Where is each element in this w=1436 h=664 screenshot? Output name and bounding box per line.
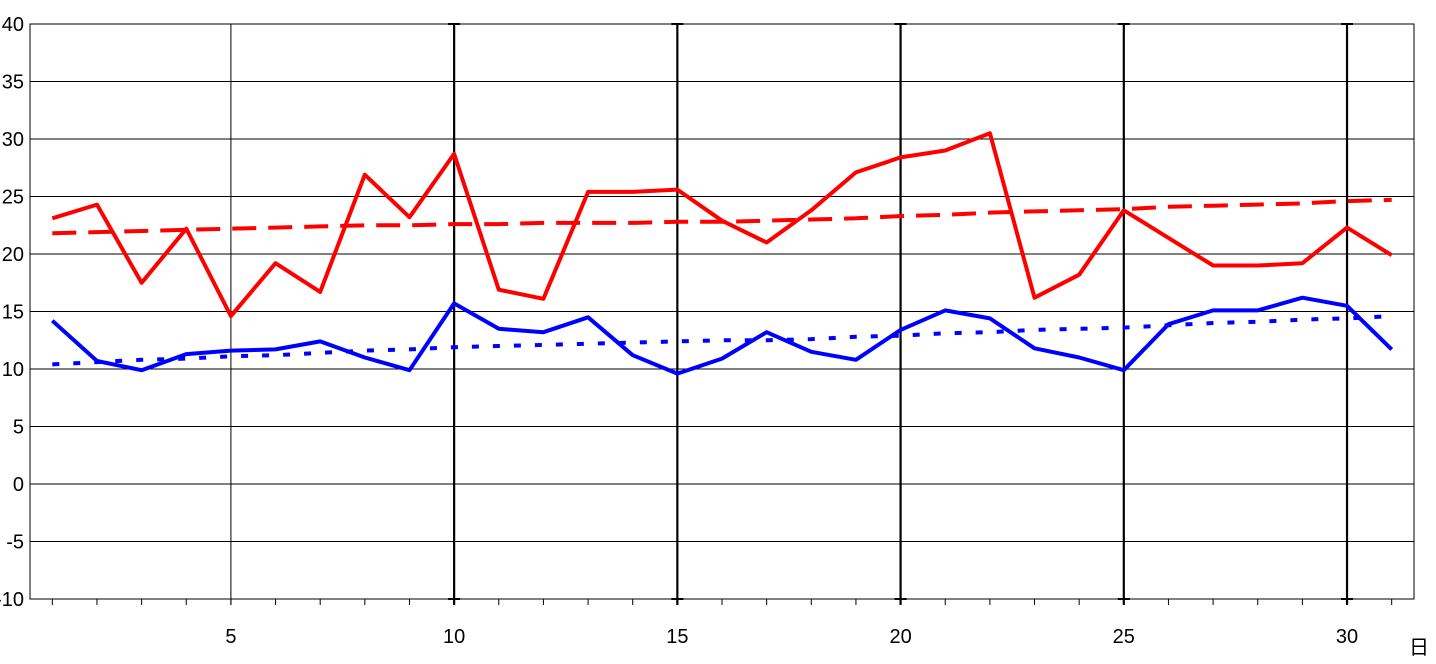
x-tick-label: 10 [443,626,465,648]
x-tick-label: 30 [1336,626,1358,648]
x-tick-label: 15 [666,626,688,648]
y-tick-label: 15 [2,302,24,324]
plot-border [29,23,1415,600]
y-tick-label: -5 [6,532,24,554]
x-axis-unit-label: 日 [1409,637,1429,659]
y-tick-label: 40 [2,14,24,36]
y-tick-label: 25 [2,187,24,209]
x-tick-label: 20 [889,626,911,648]
y-tick-label: 0 [13,474,24,496]
series-line-2 [50,295,1394,376]
series-line-1 [52,197,1392,236]
x-tick-label: 25 [1113,626,1135,648]
y-tick-label: 10 [2,359,24,381]
y-tick-label: 20 [2,244,24,266]
y-tick-label: 5 [13,417,24,439]
x-tick-label: 5 [225,626,236,648]
y-tick-label: -10 [0,589,24,611]
series-line-3 [52,314,1392,367]
series-layer [50,131,1394,376]
y-tick-label: 35 [2,72,24,94]
y-tick-label: 30 [2,129,24,151]
axis-layer: -10 -5 0 5 10 15 20 25 30 35 40 5 10 15 20 25 30 [0,14,1415,648]
series-line-0 [51,131,1393,319]
